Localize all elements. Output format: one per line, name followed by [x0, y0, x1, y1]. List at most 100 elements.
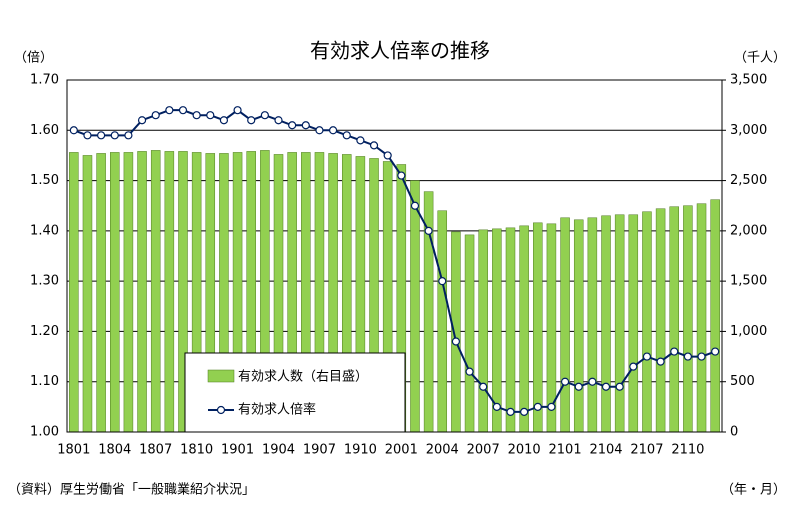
line-marker [369, 141, 379, 150]
line-marker [288, 121, 297, 130]
bar [696, 203, 707, 433]
y2-tick-label: 3,000 [730, 123, 767, 138]
y2-tick-label: 1,500 [730, 274, 767, 289]
x-tick-label: 2104 [589, 443, 622, 458]
x-tick-label: 1810 [180, 443, 213, 458]
legend-swatch [207, 369, 235, 383]
bar [655, 208, 666, 433]
x-tick-label: 2107 [630, 443, 663, 458]
y2-tick-label: 1,000 [730, 324, 767, 339]
bar [628, 214, 639, 433]
line-marker [315, 126, 324, 135]
line-marker [642, 352, 652, 361]
bar [669, 206, 679, 433]
line-marker [520, 407, 529, 416]
bar [410, 180, 420, 433]
x-tick-label: 2004 [426, 443, 459, 458]
line-marker [615, 382, 624, 391]
y2-tick-label: 0 [730, 425, 738, 440]
source: （資料）厚生労働省「一般職業紹介状況」 [8, 482, 255, 498]
y-tick-label: 1.60 [30, 123, 59, 138]
bar [110, 152, 120, 433]
line-marker [533, 402, 542, 411]
legend-label: 有効求人数（右目盛） [238, 370, 368, 385]
line-marker [506, 407, 515, 416]
line-marker [711, 347, 720, 356]
line-marker [260, 111, 269, 120]
x-tick-label: 2001 [385, 443, 418, 458]
y-tick-label: 1.30 [30, 274, 59, 289]
x-tick-label: 2010 [508, 443, 541, 458]
y-unit: （倍） [14, 51, 53, 66]
line-marker [178, 106, 188, 115]
y2-tick-label: 2,500 [730, 173, 767, 188]
legend-marker [216, 405, 226, 415]
y-tick-label: 1.10 [30, 374, 59, 389]
line-marker [683, 352, 692, 361]
bar [96, 153, 106, 433]
line-marker [342, 131, 351, 140]
line-marker [97, 131, 106, 140]
line-marker [165, 106, 174, 115]
line-marker [247, 116, 256, 125]
y-tick-label: 1.20 [30, 324, 59, 339]
bar [505, 227, 516, 433]
line-marker [110, 131, 119, 140]
y2-unit: （千人） [734, 51, 786, 66]
line-marker [438, 277, 447, 286]
y2-tick-label: 3,500 [730, 73, 767, 88]
y-tick-label: 1.00 [30, 425, 59, 440]
bar [519, 225, 529, 433]
legend-label: 有効求人倍率 [238, 402, 316, 418]
bar [614, 214, 625, 433]
line-marker [137, 116, 147, 125]
x-tick-label: 2007 [467, 443, 500, 458]
bar [137, 151, 147, 433]
x-tick-label: 2110 [671, 443, 704, 458]
x-tick-label: 2101 [549, 443, 582, 458]
x-tick-label: 1904 [262, 443, 295, 458]
bar [82, 155, 93, 433]
line-marker [547, 402, 556, 411]
line-marker [69, 126, 78, 135]
bar [150, 150, 161, 433]
y-tick-label: 1.70 [30, 73, 59, 88]
line-marker [479, 382, 488, 391]
bar [710, 199, 720, 433]
line-marker [465, 367, 474, 376]
line-marker [588, 377, 597, 386]
x-tick-label: 1901 [221, 443, 254, 458]
line-marker [356, 136, 365, 145]
bar [69, 152, 79, 433]
line-marker [410, 201, 420, 210]
line-marker [192, 111, 201, 120]
bar [642, 211, 652, 433]
line-marker [151, 111, 160, 120]
line-marker [274, 116, 283, 125]
x-unit: （年・月） [721, 483, 786, 498]
line-marker [233, 106, 242, 115]
bar [164, 151, 175, 433]
line-marker [492, 402, 501, 411]
line-marker [670, 347, 679, 356]
bar [683, 205, 693, 433]
bar [437, 210, 448, 433]
bar [464, 234, 475, 433]
line-marker [656, 357, 665, 366]
bar [587, 217, 598, 433]
line-marker [629, 362, 638, 371]
x-tick-label: 1801 [57, 443, 90, 458]
line-marker [560, 377, 570, 386]
line-marker [206, 111, 215, 120]
chart-title: 有効求人倍率の推移 [310, 39, 490, 63]
bar [573, 219, 584, 433]
line-marker [383, 151, 392, 160]
x-tick-label: 1907 [303, 443, 336, 458]
legend-box [184, 352, 406, 433]
line-marker [83, 131, 92, 140]
line-marker [301, 121, 310, 130]
line-marker [574, 382, 583, 391]
y2-tick-label: 2,000 [730, 223, 767, 238]
bar [123, 152, 134, 433]
